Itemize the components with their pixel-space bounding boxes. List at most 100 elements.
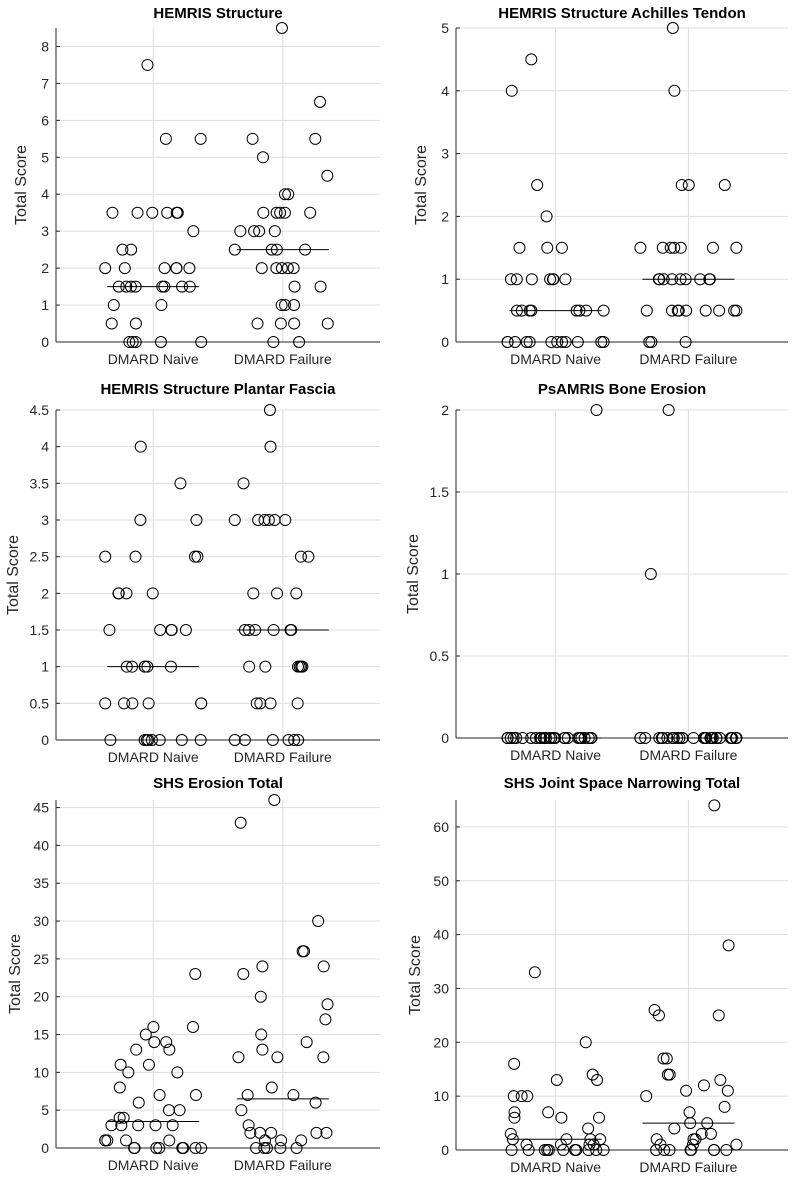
y-tick-label: 5 bbox=[41, 149, 49, 165]
chart-title: PsAMRIS Bone Erosion bbox=[538, 381, 706, 398]
data-point-dmard-naive bbox=[510, 732, 523, 744]
y-axis-label: Total Score bbox=[413, 145, 430, 225]
data-point-dmard-failure bbox=[265, 1126, 278, 1139]
y-tick-label: 1 bbox=[41, 297, 49, 313]
data-point-dmard-naive bbox=[150, 1142, 163, 1154]
data-point-dmard-naive bbox=[570, 1144, 583, 1156]
data-point-dmard-failure bbox=[321, 317, 334, 330]
data-point-dmard-naive bbox=[183, 280, 196, 293]
data-point-dmard-naive bbox=[103, 624, 116, 636]
data-point-dmard-naive bbox=[550, 1074, 563, 1086]
data-point-dmard-naive bbox=[522, 1144, 535, 1156]
data-point-dmard-failure bbox=[671, 304, 684, 317]
data-point-dmard-naive bbox=[559, 273, 572, 286]
data-point-dmard-failure bbox=[235, 1104, 248, 1117]
data-point-dmard-naive bbox=[580, 304, 593, 317]
y-tick-label: 2 bbox=[441, 208, 449, 224]
y-tick-label: 10 bbox=[433, 1088, 449, 1104]
y-tick-label: 20 bbox=[433, 1034, 449, 1050]
data-point-dmard-failure bbox=[683, 1106, 696, 1119]
data-point-dmard-naive bbox=[523, 336, 536, 348]
data-point-dmard-failure bbox=[274, 317, 287, 330]
data-point-dmard-naive bbox=[154, 336, 167, 348]
data-point-dmard-failure bbox=[270, 243, 283, 256]
data-point-dmard-failure bbox=[304, 206, 317, 219]
data-point-dmard-naive bbox=[130, 1043, 143, 1056]
y-tick-label: 40 bbox=[33, 837, 49, 853]
data-point-dmard-naive bbox=[146, 206, 159, 219]
data-point-dmard-naive bbox=[556, 336, 569, 348]
data-point-dmard-failure bbox=[302, 550, 315, 563]
data-point-dmard-naive bbox=[520, 336, 533, 348]
data-point-dmard-failure bbox=[697, 1079, 710, 1092]
y-tick-label: 10 bbox=[33, 1064, 49, 1080]
data-point-dmard-naive bbox=[163, 1134, 176, 1147]
data-point-dmard-naive bbox=[120, 280, 133, 293]
data-point-dmard-failure bbox=[660, 1052, 673, 1065]
data-point-dmard-failure bbox=[671, 732, 684, 744]
data-point-dmard-failure bbox=[294, 550, 307, 563]
data-point-dmard-naive bbox=[591, 1074, 604, 1086]
y-tick-label: 45 bbox=[33, 800, 49, 816]
data-point-dmard-naive bbox=[173, 1104, 186, 1117]
data-point-dmard-naive bbox=[584, 732, 597, 744]
data-point-dmard-failure bbox=[320, 1126, 333, 1139]
data-point-dmard-naive bbox=[120, 587, 133, 600]
data-point-dmard-failure bbox=[257, 151, 270, 164]
data-point-dmard-naive bbox=[597, 1144, 610, 1156]
data-point-dmard-naive bbox=[504, 273, 517, 286]
data-point-dmard-naive bbox=[139, 1028, 152, 1041]
data-point-dmard-naive bbox=[158, 262, 171, 275]
x-tick-label-dmard-naive: DMARD Naive bbox=[108, 749, 199, 765]
y-tick-label: 0.5 bbox=[30, 695, 50, 711]
data-point-dmard-failure bbox=[645, 336, 658, 348]
chart-panel-achilles-tendon: 0 1 2 3 4 5 DMARD Naive DMARD Failure HEMRIS Str… bbox=[400, 0, 800, 380]
x-tick-label-dmard-naive: DMARD Naive bbox=[108, 351, 199, 367]
y-tick-label: 20 bbox=[33, 989, 49, 1005]
data-point-dmard-failure bbox=[238, 624, 251, 636]
data-point-dmard-failure bbox=[265, 243, 278, 256]
y-tick-label: 60 bbox=[433, 819, 449, 835]
data-point-dmard-failure bbox=[270, 206, 283, 219]
data-point-dmard-failure bbox=[246, 132, 259, 145]
data-point-dmard-failure bbox=[253, 225, 266, 238]
data-point-dmard-failure bbox=[730, 241, 743, 254]
y-tick-label: 1 bbox=[441, 566, 449, 582]
data-point-dmard-failure bbox=[666, 273, 679, 286]
data-point-dmard-naive bbox=[549, 732, 562, 744]
y-tick-label: 5 bbox=[41, 1102, 49, 1118]
y-tick-label: 2 bbox=[41, 260, 49, 276]
y-tick-label: 8 bbox=[41, 38, 49, 54]
data-point-dmard-failure bbox=[668, 84, 681, 97]
data-point-dmard-naive bbox=[106, 206, 119, 219]
data-point-dmard-naive bbox=[515, 1090, 528, 1103]
data-point-dmard-failure bbox=[682, 179, 695, 191]
data-point-dmard-failure bbox=[242, 624, 255, 636]
data-point-dmard-naive bbox=[105, 317, 118, 330]
data-point-dmard-naive bbox=[189, 1089, 202, 1102]
data-point-dmard-naive bbox=[118, 262, 131, 275]
data-point-dmard-naive bbox=[189, 968, 202, 980]
data-point-dmard-failure bbox=[661, 732, 674, 744]
data-point-dmard-failure bbox=[274, 1142, 287, 1154]
data-point-dmard-naive bbox=[529, 732, 542, 744]
data-point-dmard-failure bbox=[271, 587, 284, 600]
data-point-dmard-naive bbox=[123, 336, 136, 348]
chart-svg-psamris-bone-erosion: 0 0.5 1 1.5 2 DMARD Naive DMARD Failure PsAMRIS… bbox=[405, 381, 788, 763]
y-tick-label: 40 bbox=[433, 927, 449, 943]
data-point-dmard-naive bbox=[105, 1119, 118, 1132]
chart-svg-hemris-structure: 0 1 2 3 4 5 6 7 8 DMARD Naive DMARD Failure HEMRIS … bbox=[13, 5, 380, 367]
data-point-dmard-failure bbox=[262, 514, 275, 526]
data-point-dmard-failure bbox=[726, 732, 739, 744]
data-point-dmard-naive bbox=[195, 336, 208, 348]
data-point-dmard-naive bbox=[153, 1142, 166, 1154]
y-tick-label: 2 bbox=[441, 402, 449, 418]
data-point-dmard-naive bbox=[504, 1127, 517, 1140]
data-point-dmard-failure bbox=[244, 1126, 257, 1139]
data-point-dmard-failure bbox=[309, 1096, 322, 1109]
data-point-dmard-failure bbox=[722, 939, 735, 952]
data-point-dmard-naive bbox=[126, 697, 139, 710]
x-tick-label-dmard-failure: DMARD Failure bbox=[234, 1157, 332, 1173]
data-point-dmard-naive bbox=[555, 1111, 568, 1124]
data-point-dmard-naive bbox=[112, 587, 125, 600]
